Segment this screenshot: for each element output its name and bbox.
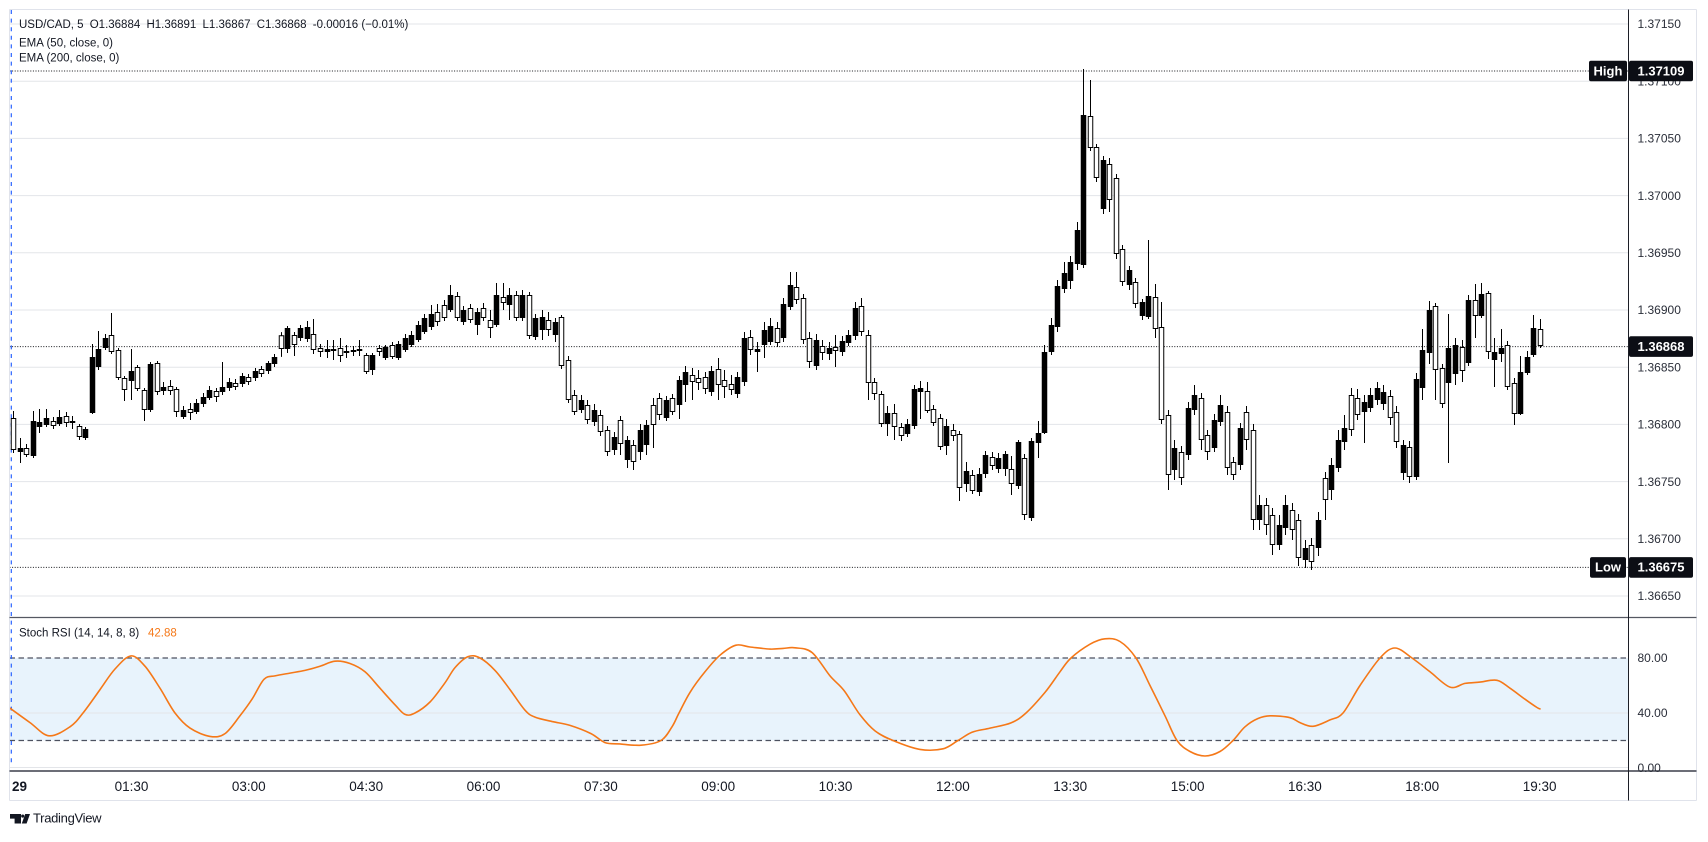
svg-text:1.36800: 1.36800 xyxy=(1638,418,1682,432)
svg-text:1.36950: 1.36950 xyxy=(1638,246,1682,260)
svg-text:13:30: 13:30 xyxy=(1053,779,1087,794)
svg-text:04:30: 04:30 xyxy=(349,779,383,794)
svg-text:15:00: 15:00 xyxy=(1171,779,1205,794)
svg-text:1.37109: 1.37109 xyxy=(1638,63,1685,78)
svg-text:07:30: 07:30 xyxy=(584,779,618,794)
svg-text:40.00: 40.00 xyxy=(1638,706,1668,720)
svg-text:1.36650: 1.36650 xyxy=(1638,589,1682,603)
svg-text:1.37050: 1.37050 xyxy=(1638,132,1682,146)
svg-text:42.88: 42.88 xyxy=(148,627,177,639)
svg-text:1.36868: 1.36868 xyxy=(1638,339,1685,354)
svg-text:EMA (50, close, 0): EMA (50, close, 0) xyxy=(19,37,113,49)
svg-text:29: 29 xyxy=(12,779,27,794)
svg-text:16:30: 16:30 xyxy=(1288,779,1322,794)
svg-text:1.36700: 1.36700 xyxy=(1638,532,1682,546)
svg-text:1.36750: 1.36750 xyxy=(1638,475,1682,489)
svg-text:01:30: 01:30 xyxy=(115,779,149,794)
svg-text:0.00: 0.00 xyxy=(1638,761,1662,775)
svg-text:1.37000: 1.37000 xyxy=(1638,189,1682,203)
svg-text:1.37150: 1.37150 xyxy=(1638,17,1682,31)
svg-text:18:00: 18:00 xyxy=(1405,779,1439,794)
svg-text:EMA (200, close, 0): EMA (200, close, 0) xyxy=(19,52,120,64)
svg-text:Stoch RSI (14, 14, 8, 8): Stoch RSI (14, 14, 8, 8) xyxy=(19,627,139,639)
svg-text:19:30: 19:30 xyxy=(1523,779,1557,794)
svg-text:10:30: 10:30 xyxy=(819,779,853,794)
svg-text:06:00: 06:00 xyxy=(467,779,501,794)
svg-text:80.00: 80.00 xyxy=(1638,651,1668,665)
svg-text:1.36675: 1.36675 xyxy=(1638,560,1685,575)
svg-text:Low: Low xyxy=(1595,560,1622,575)
svg-text:1.36850: 1.36850 xyxy=(1638,360,1682,374)
svg-text:High: High xyxy=(1594,63,1623,78)
svg-text:12:00: 12:00 xyxy=(936,779,970,794)
svg-text:09:00: 09:00 xyxy=(701,779,735,794)
svg-text:1.36900: 1.36900 xyxy=(1638,303,1682,317)
svg-text:TradingView: TradingView xyxy=(33,810,102,825)
svg-text:03:00: 03:00 xyxy=(232,779,266,794)
